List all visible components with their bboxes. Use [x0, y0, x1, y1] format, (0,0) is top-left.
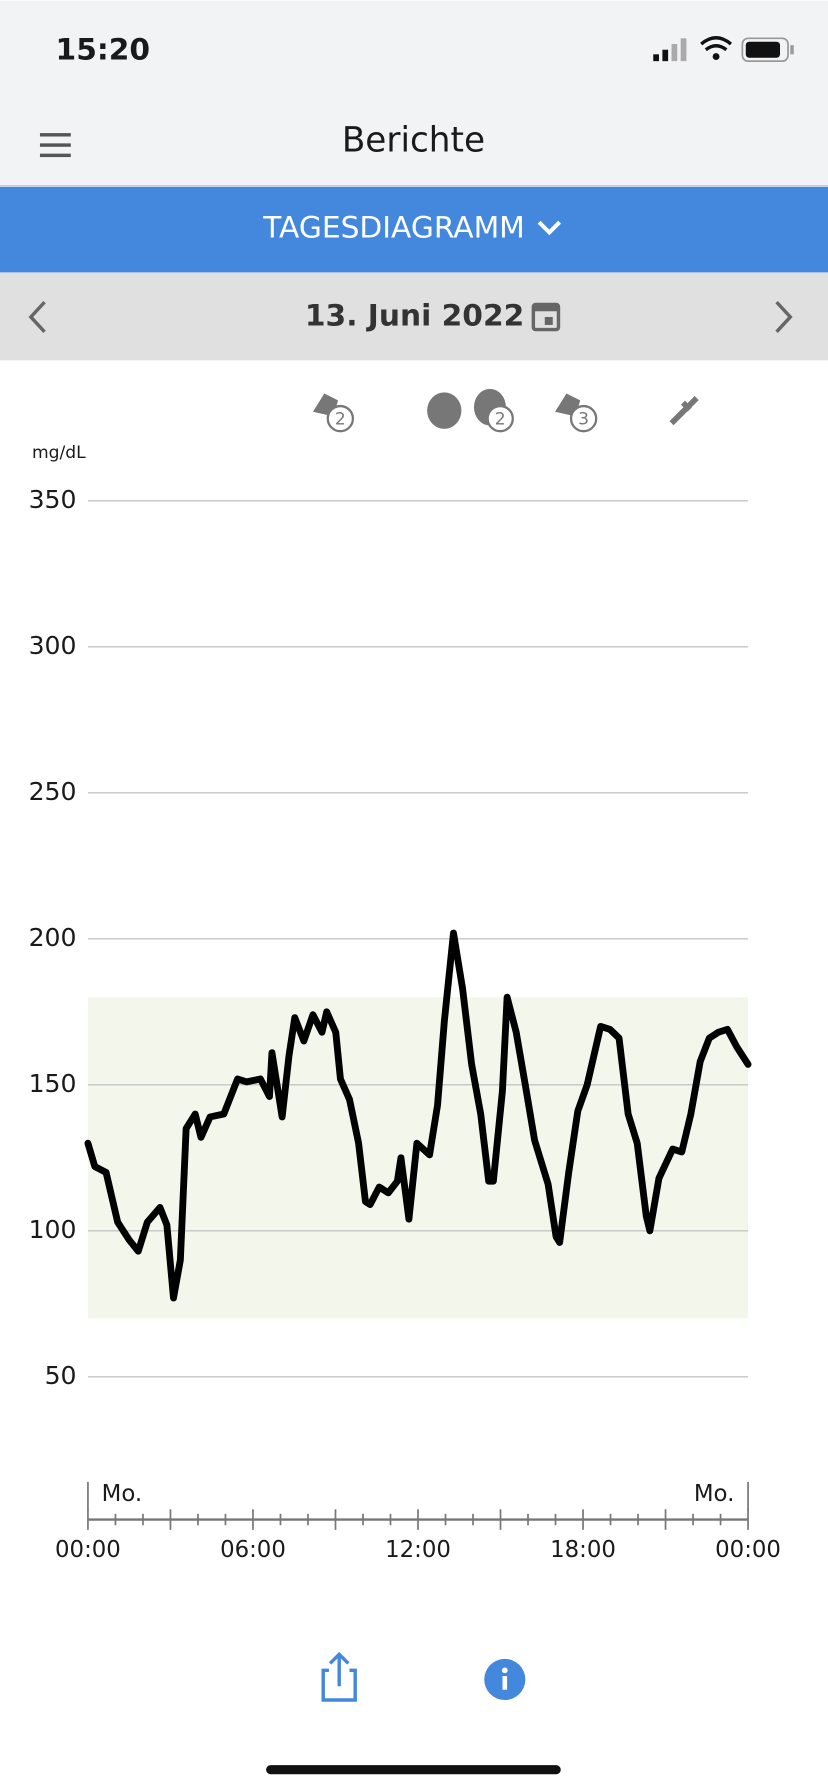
- event-badge-label: 3: [578, 410, 589, 430]
- y-axis-label: mg/dL: [32, 443, 86, 463]
- tab-bar[interactable]: [0, 186, 828, 273]
- date-nav-bg: [0, 272, 828, 361]
- home-indicator: [266, 1765, 561, 1775]
- y-tick-label: 350: [29, 485, 77, 514]
- x-tick-label: 00:00: [715, 1537, 781, 1563]
- header-title: Berichte: [342, 121, 485, 161]
- x-tick-label: 00:00: [55, 1537, 121, 1563]
- day-label: Mo.: [102, 1481, 143, 1507]
- tab-chevron[interactable]: [537, 220, 562, 236]
- event-badge: [486, 404, 514, 433]
- share-button[interactable]: [321, 1651, 357, 1702]
- event-badge-label: 2: [495, 410, 506, 430]
- glucose-line: [84, 929, 752, 1302]
- calendar-icon[interactable]: [531, 302, 561, 332]
- prev-day[interactable]: [28, 300, 46, 333]
- tab-label[interactable]: TAGESDIAGRAMM: [262, 211, 525, 246]
- x-tick-label: 18:00: [550, 1537, 616, 1563]
- status-time: 15:20: [56, 32, 151, 67]
- next-day[interactable]: [775, 300, 793, 333]
- y-tick-label: 50: [45, 1361, 77, 1390]
- event-icons: 2 2 3: [312, 388, 699, 433]
- header-bg: [0, 0, 828, 186]
- glucose-chart: mg/dL 50 100 150 200 250 300 350 00:00 06:00 12:00…: [29, 443, 781, 1563]
- menu-button[interactable]: [39, 133, 71, 158]
- info-button[interactable]: [484, 1658, 526, 1701]
- status-icons: [653, 36, 794, 63]
- date-label: 13. Juni 2022: [305, 298, 524, 333]
- y-tick-label: 150: [29, 1069, 77, 1098]
- day-label: Mo.: [694, 1481, 735, 1507]
- event-badge: [326, 404, 355, 433]
- x-tick-label: 12:00: [385, 1537, 451, 1563]
- x-tick-label: 06:00: [220, 1537, 286, 1563]
- y-tick-label: 200: [29, 923, 77, 952]
- y-tick-label: 100: [29, 1215, 77, 1244]
- y-tick-label: 300: [29, 631, 77, 660]
- y-tick-label: 250: [29, 777, 77, 806]
- event-badge-label: 2: [335, 410, 346, 430]
- event-badge: [569, 404, 598, 433]
